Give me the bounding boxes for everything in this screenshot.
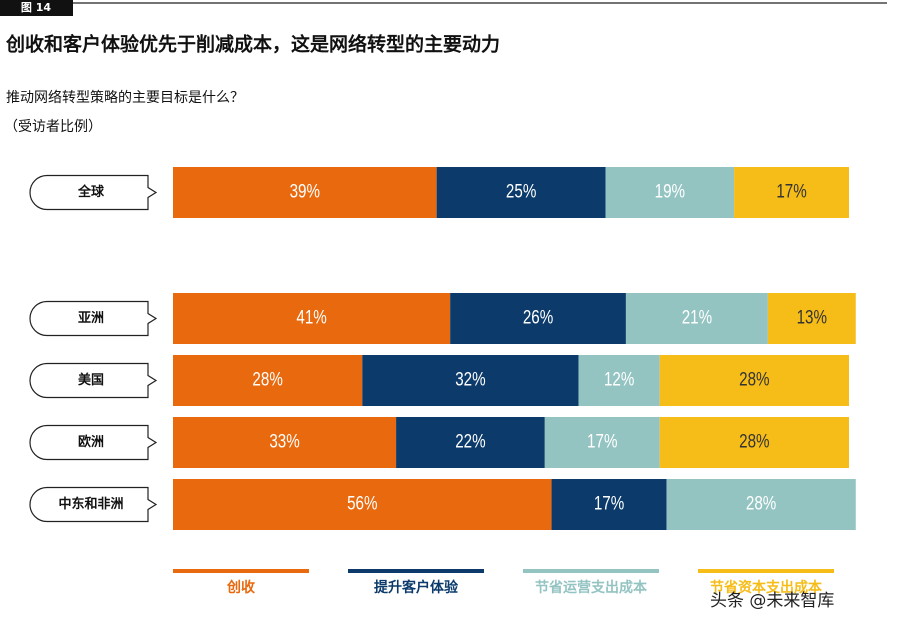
bar-value-label: 32% bbox=[455, 368, 485, 390]
chart-subtitle: 推动网络转型策略的主要目标是什么？ bbox=[6, 89, 244, 106]
category-pill bbox=[29, 486, 158, 523]
bar-segment bbox=[578, 355, 660, 406]
chart-note: （受访者比例） bbox=[4, 119, 102, 135]
chart-title: 创收和客户体验优先于削减成本，这是网络转型的主要动力 bbox=[5, 33, 500, 56]
legend-label: 节省运营支出成本 bbox=[535, 579, 648, 596]
bar-value-label: 13% bbox=[797, 306, 827, 328]
bar-value-label: 41% bbox=[296, 306, 326, 328]
category-label: 中东和非洲 bbox=[58, 496, 123, 512]
bar-segment bbox=[173, 167, 437, 218]
bar-value-label: 33% bbox=[269, 430, 299, 452]
bar-segment bbox=[173, 479, 552, 530]
bar-segment bbox=[362, 355, 579, 406]
category-label: 美国 bbox=[78, 372, 104, 388]
category-label: 亚洲 bbox=[78, 311, 104, 326]
category-label: 欧洲 bbox=[78, 434, 104, 450]
legend-label: 提升客户体验 bbox=[374, 579, 459, 596]
bar-segment bbox=[625, 293, 768, 344]
bar-segment bbox=[450, 293, 626, 344]
legend-label: 节省资本支出成本 bbox=[710, 579, 823, 596]
category-pill bbox=[29, 362, 158, 399]
bar-value-label: 21% bbox=[682, 306, 712, 328]
bar-value-label: 17% bbox=[594, 492, 624, 514]
bar-segment bbox=[173, 417, 397, 468]
bar-segment bbox=[436, 167, 606, 218]
bar-value-label: 39% bbox=[290, 180, 320, 202]
watermark: 头条 @未来智库 bbox=[710, 591, 834, 611]
bar-value-label: 28% bbox=[252, 368, 282, 390]
figure-label: 图 14 bbox=[21, 1, 51, 14]
bar-segment bbox=[767, 293, 856, 344]
bar-value-label: 19% bbox=[655, 180, 685, 202]
bar-value-label: 25% bbox=[506, 180, 536, 202]
bar-segment bbox=[605, 167, 735, 218]
bar-value-label: 28% bbox=[746, 492, 776, 514]
bar-segment bbox=[544, 417, 660, 468]
bar-value-label: 28% bbox=[739, 368, 769, 390]
bar-value-label: 17% bbox=[587, 430, 617, 452]
bar-segment bbox=[173, 355, 363, 406]
bar-value-label: 28% bbox=[739, 430, 769, 452]
category-pill bbox=[29, 424, 158, 461]
bar-segment bbox=[173, 293, 451, 344]
legend-label: 创收 bbox=[226, 579, 256, 596]
category-pill bbox=[29, 174, 158, 211]
bar-segment bbox=[551, 479, 667, 530]
bar-value-label: 26% bbox=[523, 306, 553, 328]
bar-segment bbox=[659, 417, 849, 468]
bar-segment bbox=[666, 479, 856, 530]
bar-value-label: 22% bbox=[455, 430, 485, 452]
bar-value-label: 17% bbox=[776, 180, 806, 202]
bar-value-label: 12% bbox=[604, 368, 634, 390]
category-pill bbox=[29, 300, 158, 337]
bar-value-label: 56% bbox=[347, 492, 377, 514]
figure-badge bbox=[0, 0, 73, 16]
bar-segment bbox=[734, 167, 849, 218]
category-label: 全球 bbox=[77, 184, 105, 200]
bar-segment bbox=[659, 355, 849, 406]
bar-segment bbox=[396, 417, 545, 468]
